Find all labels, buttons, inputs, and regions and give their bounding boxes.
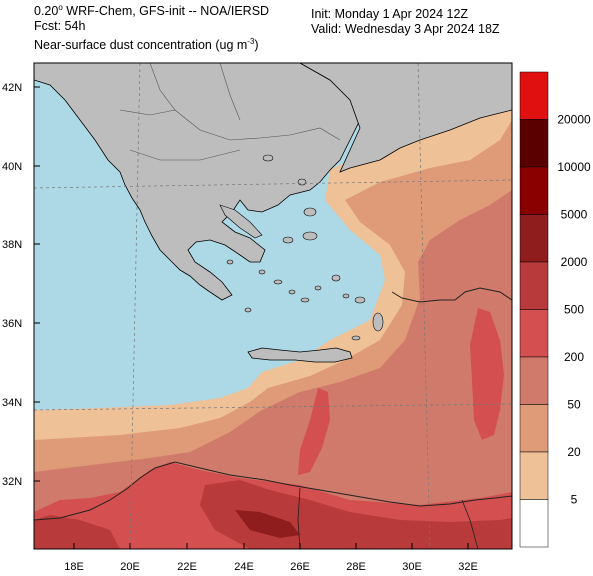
colorbar-swatch: [519, 214, 549, 263]
colorbar: 20000 10000 5000 2000 500 200 50 20 5: [519, 71, 591, 548]
lat-label-36n: 36N: [2, 318, 22, 330]
header-left: 0.20o WRF-Chem, GFS-init -- NOA/IERSD Fc…: [34, 0, 269, 53]
lat-label-42n: 42N: [2, 82, 22, 94]
colorbar-label: 5000: [561, 208, 588, 222]
init-time: Init: Monday 1 Apr 2024 12Z: [311, 7, 469, 21]
graticule: [34, 63, 512, 549]
colorbar-swatch: [519, 309, 549, 358]
lon-label-22e: 22E: [177, 561, 197, 573]
lon-label-26e: 26E: [290, 561, 310, 573]
dust-band-50-200: [34, 190, 512, 549]
colorbar-label: 20: [567, 445, 581, 459]
colorbar-swatch: [519, 71, 549, 120]
lon-label-28e: 28E: [346, 561, 366, 573]
lat-label-38n: 38N: [2, 239, 22, 251]
dust-band-200-500-east: [470, 308, 504, 440]
land-turkey: [299, 63, 512, 173]
longitude-axis: 18E 20E 22E 24E 26E 28E 30E 32E: [64, 543, 478, 573]
valid-time: Valid: Wednesday 3 Apr 2024 18Z: [311, 22, 500, 36]
colorbar-swatch: [519, 499, 549, 548]
north-africa-coast: [34, 461, 512, 521]
dust-band-500-2000-west: [34, 515, 120, 549]
colorbar-swatch: [519, 261, 549, 310]
colorbar-label: 50: [567, 398, 581, 412]
lon-label-24e: 24E: [234, 561, 254, 573]
levant-coast: [391, 287, 512, 303]
colorbar-label: 2000: [561, 255, 588, 269]
lon-label-30e: 30E: [402, 561, 422, 573]
dust-band-200-500-central: [298, 388, 330, 475]
lat-label-32n: 32N: [2, 476, 22, 488]
lat-label-34n: 34N: [2, 397, 22, 409]
latitude-axis: 42N 40N 38N 36N 34N 32N: [2, 82, 40, 488]
colorbar-label: 10000: [557, 160, 591, 174]
lat-label-40n: 40N: [2, 161, 22, 173]
colorbar-label: 5: [571, 493, 578, 507]
plot-frame: [33, 62, 513, 550]
colorbar-swatch: [519, 451, 549, 500]
map-area: [34, 63, 512, 549]
land-balkans: [34, 63, 361, 301]
colorbar-swatch: [519, 404, 549, 453]
forecast-hour: Fcst: 54h: [34, 19, 86, 34]
model-title: 0.20o WRF-Chem, GFS-init -- NOA/IERSD: [34, 3, 270, 19]
colorbar-swatch: [519, 166, 549, 215]
colorbar-label: 200: [564, 350, 584, 364]
dust-band-2000-5000: [235, 510, 300, 538]
colorbar-label: 500: [564, 303, 584, 317]
colorbar-swatch: [519, 356, 549, 405]
egypt-libya-border: [297, 487, 301, 549]
colorbar-swatch: [519, 119, 549, 168]
sinai-border: [461, 499, 479, 549]
lon-label-18e: 18E: [64, 561, 84, 573]
header-right: Init: Monday 1 Apr 2024 12Z Valid: Wedne…: [311, 7, 500, 37]
land-crete: [247, 347, 353, 363]
country-borders: [119, 63, 341, 161]
lon-label-20e: 20E: [120, 561, 140, 573]
variable-title: Near-surface dust concentration (ug m-3): [34, 37, 259, 53]
land-euboea: [219, 204, 263, 239]
colorbar-label: 20000: [557, 113, 591, 127]
lon-label-32e: 32E: [458, 561, 478, 573]
